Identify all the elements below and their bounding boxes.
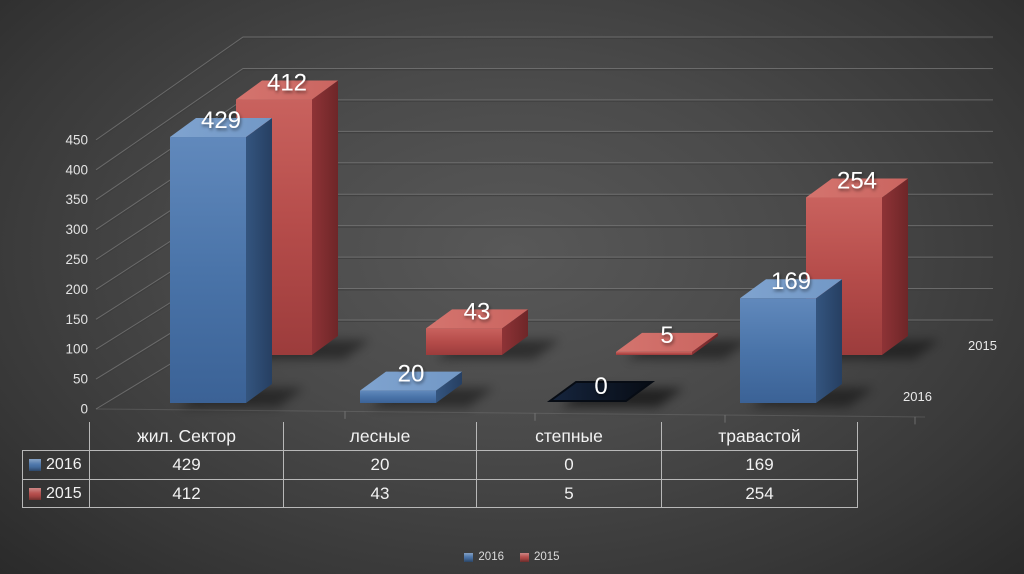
- table-column-header: травастой: [661, 422, 858, 450]
- gridline: [95, 36, 993, 141]
- bar-side-face: [816, 279, 842, 403]
- table-value-cell: 5: [476, 479, 661, 508]
- bar-data-label: 43: [464, 298, 491, 325]
- series-swatch-icon: [29, 487, 41, 500]
- y-axis-tick-label: 150: [65, 312, 88, 327]
- bar-front-face: [360, 390, 436, 403]
- bar-2016-cat2: 0: [546, 373, 684, 407]
- gridline-shadow: [95, 69, 993, 172]
- bar-side-face: [312, 80, 338, 355]
- bar-data-label: 429: [201, 107, 241, 134]
- legend-item-2016: 2016: [464, 551, 504, 563]
- table-value-cell: 169: [661, 450, 858, 479]
- bar-data-label: 412: [267, 70, 307, 97]
- y-axis-tick-label: 350: [65, 192, 88, 207]
- y-axis-tick-label: 100: [65, 342, 88, 357]
- legend-label: 2015: [534, 551, 560, 563]
- legend-label: 2016: [478, 551, 504, 563]
- gridline: [95, 67, 993, 171]
- bar-side-face: [882, 178, 908, 355]
- bar-top-face: [616, 332, 718, 352]
- table-value-cell: 254: [661, 479, 858, 508]
- bar-top-face: [806, 178, 908, 198]
- series-name: 2016: [46, 456, 82, 473]
- y-axis-tick-label: 0: [80, 402, 88, 417]
- bar-side-face: [246, 118, 272, 404]
- y-axis-tick-label: 450: [65, 132, 88, 147]
- chart-legend: 2016 2015: [0, 551, 1024, 563]
- depth-axis-label-2016: 2016: [903, 389, 932, 404]
- bar-top-face: [236, 80, 338, 100]
- table-column-header: лесные: [283, 422, 476, 450]
- bar-2016-cat3: 169: [740, 268, 874, 407]
- table-row-label: 2016: [22, 450, 89, 479]
- bar-top-face: [426, 309, 528, 329]
- bar-top-face: [170, 118, 272, 138]
- table-value-cell: 43: [283, 479, 476, 508]
- bar-top-face: [740, 279, 842, 299]
- y-axis-tick-label: 50: [73, 372, 88, 387]
- bar-2016-cat1: 20: [360, 361, 494, 407]
- table-column-header: жил. Сектор: [89, 422, 283, 450]
- depth-axis-label-2015: 2015: [968, 338, 997, 353]
- bar-2016-cat0: 429: [170, 107, 304, 407]
- bar-side-face: [436, 371, 462, 403]
- data-table: жил. Сектор лесные степные травастой 2016 429…: [22, 422, 858, 508]
- bar-front-face: [740, 298, 816, 403]
- zero-value-marker: [546, 381, 656, 402]
- table-column-header: степные: [476, 422, 661, 450]
- bar-front-face: [170, 137, 246, 403]
- y-axis-tick-label: 250: [65, 252, 88, 267]
- legend-swatch-icon: [520, 552, 529, 562]
- table-value-cell: 20: [283, 450, 476, 479]
- bar-2015-cat2: 5: [616, 322, 750, 359]
- bar-data-label: 169: [771, 268, 811, 295]
- y-axis-tick-label: 200: [65, 282, 88, 297]
- bar-side-face: [692, 332, 718, 355]
- bar-2015-cat1: 43: [426, 298, 560, 359]
- gridline-shadow: [95, 37, 993, 142]
- table-corner-cell: [22, 422, 89, 450]
- bar-top-face: [360, 371, 462, 391]
- series-swatch-icon: [29, 459, 41, 471]
- bar-side-face: [502, 309, 528, 355]
- bar-data-label: 5: [660, 322, 673, 349]
- legend-swatch-icon: [464, 552, 474, 562]
- bar-front-face: [426, 328, 502, 355]
- y-axis-tick-label: 400: [65, 162, 88, 177]
- bar-front-face: [616, 351, 692, 355]
- bar-data-label: 20: [398, 361, 425, 388]
- table-value-cell: 0: [476, 450, 661, 479]
- table-row-label: 2015: [22, 479, 89, 508]
- series-name: 2015: [46, 484, 82, 502]
- table-value-cell: 429: [89, 450, 283, 479]
- bar-data-label: 254: [837, 168, 877, 195]
- legend-item-2015: 2015: [520, 551, 560, 563]
- y-axis-tick-label: 300: [65, 222, 88, 237]
- category-axis-line: [95, 408, 926, 418]
- bar-data-label: 0: [594, 373, 607, 400]
- table-value-cell: 412: [89, 479, 283, 508]
